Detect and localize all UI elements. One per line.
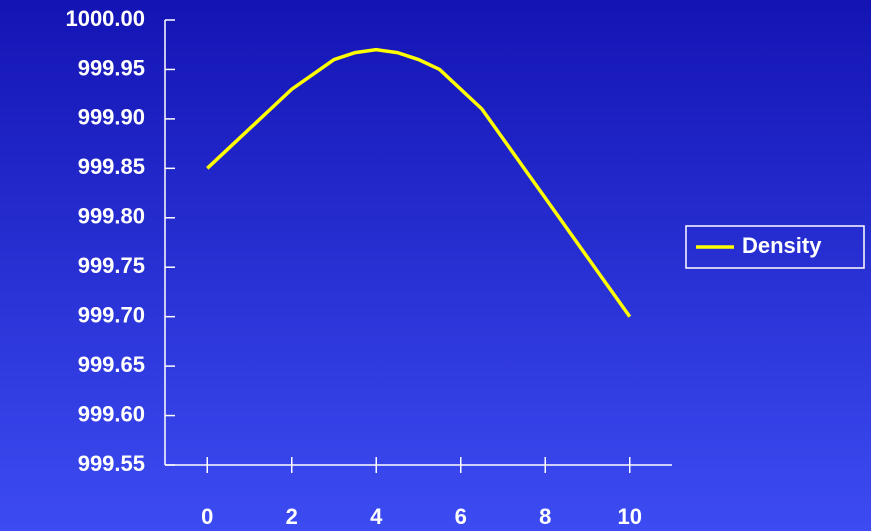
x-tick-label: 6 [455,504,467,529]
x-tick-label: 8 [539,504,551,529]
x-tick-label: 4 [370,504,383,529]
y-tick-label: 999.90 [78,105,145,130]
y-tick-label: 999.75 [78,253,145,278]
y-tick-label: 1000.00 [65,6,145,31]
x-tick-label: 2 [286,504,298,529]
y-tick-label: 999.65 [78,352,145,377]
legend-label: Density [742,233,822,258]
y-tick-label: 999.85 [78,154,145,179]
y-tick-label: 999.70 [78,302,145,327]
legend-box [685,225,865,269]
y-tick-label: 999.55 [78,451,145,476]
y-tick-label: 999.95 [78,55,145,80]
data-line [206,47,632,318]
x-tick-label: 10 [618,504,642,529]
x-tick-label: 0 [201,504,213,529]
y-tick-label: 999.60 [78,401,145,426]
y-tick-label: 999.80 [78,204,145,229]
